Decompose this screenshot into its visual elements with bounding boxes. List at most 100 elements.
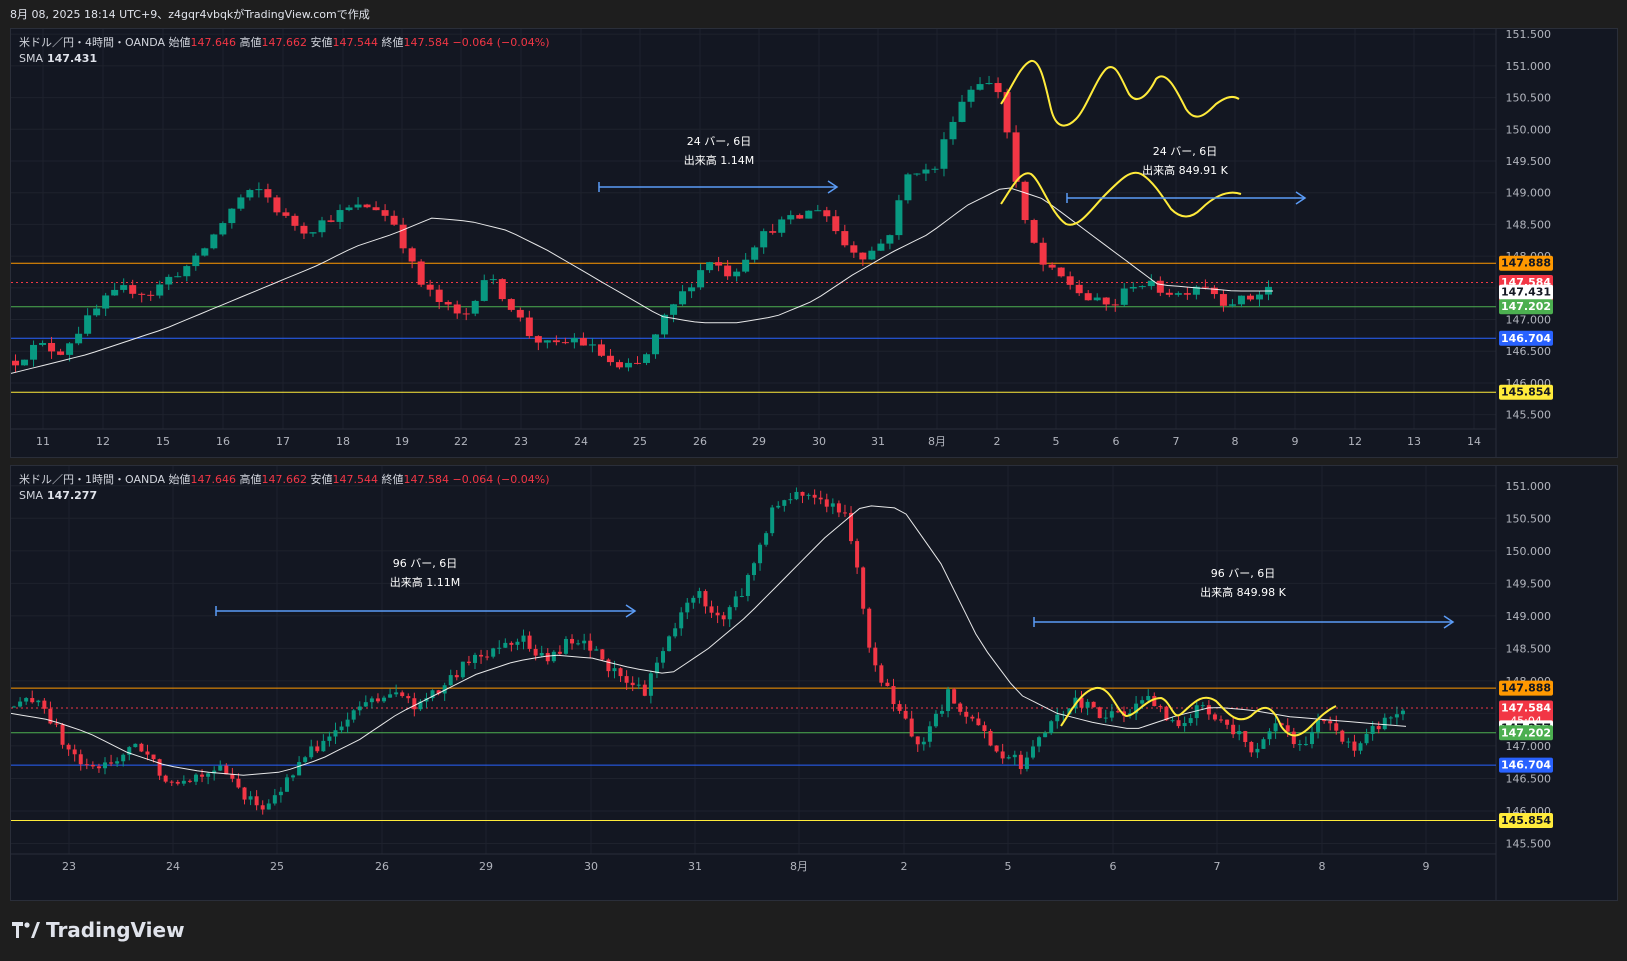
candle-body xyxy=(36,700,41,703)
candle-body xyxy=(1140,700,1145,704)
tradingview-logo-icon xyxy=(12,922,40,938)
candle-body xyxy=(1055,714,1060,722)
candle-body xyxy=(309,746,314,758)
y-axis-tick-label: 150.000 xyxy=(1506,545,1552,558)
price-chart-1h[interactable]: 145.500146.000146.500147.000147.500148.0… xyxy=(11,466,1617,900)
candle-body xyxy=(867,608,872,648)
candle-body xyxy=(491,648,496,657)
candle-body xyxy=(503,642,508,648)
candle-body xyxy=(1176,720,1181,727)
freehand-drawing xyxy=(1000,171,1242,226)
candle-body xyxy=(952,689,957,704)
candle-body xyxy=(534,336,542,343)
candle-body xyxy=(84,764,89,766)
candle-body xyxy=(278,791,283,796)
price-tag-label: 147.888 xyxy=(1501,682,1551,695)
candle-body xyxy=(193,774,198,782)
open-label: 始値 xyxy=(168,36,191,49)
candle-body xyxy=(57,351,65,355)
candle-body xyxy=(1316,719,1321,732)
price-tag xyxy=(1499,757,1553,773)
x-axis-tick-label: 8 xyxy=(1319,860,1326,873)
x-axis-tick-label: 17 xyxy=(276,435,290,448)
candle-body xyxy=(1382,717,1387,730)
candle-body xyxy=(139,743,144,752)
candle-body xyxy=(430,690,435,699)
candle-body xyxy=(1194,705,1199,719)
x-axis-tick-label: 12 xyxy=(1348,435,1362,448)
candle-body xyxy=(426,284,434,290)
y-axis-tick-label: 145.500 xyxy=(1506,837,1552,850)
sma-label: SMA xyxy=(19,52,43,65)
series-legend: 米ドル／円・1時間・OANDA 始値147.646 高値147.662 安値14… xyxy=(19,472,549,504)
candle-body xyxy=(985,83,993,85)
candle-body xyxy=(1018,754,1023,769)
chart-pane-1h[interactable]: 米ドル／円・1時間・OANDA 始値147.646 高値147.662 安値14… xyxy=(10,465,1618,901)
candle-body xyxy=(824,499,829,507)
candle-body xyxy=(1255,748,1260,753)
candle-body xyxy=(1165,292,1173,295)
candle-body xyxy=(282,212,290,216)
candle-body xyxy=(994,83,1002,93)
candle-body xyxy=(12,706,17,708)
candle-body xyxy=(400,692,405,697)
candle-body xyxy=(66,343,74,355)
candle-body xyxy=(612,668,617,672)
candle-body xyxy=(30,344,38,360)
candle-body xyxy=(381,210,389,216)
candle-body xyxy=(1156,280,1164,293)
sma-line xyxy=(11,187,1273,374)
chart-pane-4h[interactable]: 米ドル／円・4時間・OANDA 始値147.646 高値147.662 安値14… xyxy=(10,28,1618,458)
candle-body xyxy=(594,649,599,651)
candle-body xyxy=(836,503,841,513)
candle-body xyxy=(509,642,514,645)
candle-body xyxy=(1057,267,1065,277)
price-chart-4h[interactable]: 145.500146.000146.500147.000147.500148.0… xyxy=(11,29,1617,457)
candle-body xyxy=(163,775,168,782)
y-axis-tick-label: 150.000 xyxy=(1506,123,1552,136)
candle-body xyxy=(121,754,126,762)
candle-body xyxy=(751,247,759,260)
x-axis-tick-label: 16 xyxy=(216,435,230,448)
y-axis-tick-label: 151.000 xyxy=(1506,60,1552,73)
y-axis-tick-label: 146.500 xyxy=(1506,345,1552,358)
x-axis-tick-label: 8月 xyxy=(928,435,946,448)
candle-body xyxy=(733,596,738,608)
x-axis-tick-label: 23 xyxy=(62,860,76,873)
candle-body xyxy=(630,682,635,686)
candle-body xyxy=(129,285,137,294)
x-axis-tick-label: 25 xyxy=(270,860,284,873)
candle-body xyxy=(703,591,708,607)
candle-body xyxy=(1279,723,1284,726)
y-axis-tick-label: 150.500 xyxy=(1506,92,1552,105)
symbol-title: 米ドル／円・1時間・OANDA xyxy=(19,473,166,486)
candle-body xyxy=(769,231,777,233)
candle-body xyxy=(111,289,119,296)
candle-body xyxy=(806,494,811,496)
candle-body xyxy=(218,765,223,771)
candle-body xyxy=(1147,280,1155,287)
y-axis-tick-label: 149.000 xyxy=(1506,187,1552,200)
candle-body xyxy=(206,773,211,777)
freehand-drawing xyxy=(1000,60,1240,127)
candle-body xyxy=(466,661,471,663)
high-value: 147.662 xyxy=(261,36,308,49)
candle-body xyxy=(706,262,714,271)
date-range-arrowhead xyxy=(625,604,637,618)
candle-body xyxy=(624,676,629,683)
y-axis-tick-label: 147.000 xyxy=(1506,740,1552,753)
candle-body xyxy=(1212,714,1217,720)
y-axis-tick-label: 145.500 xyxy=(1506,409,1552,422)
candle-body xyxy=(633,362,641,364)
candle-body xyxy=(109,762,114,764)
candle-body xyxy=(390,215,398,225)
candle-body xyxy=(588,344,596,346)
candle-body xyxy=(1079,697,1084,708)
candle-body xyxy=(1102,297,1110,305)
candle-body xyxy=(721,615,726,620)
candle-body xyxy=(363,702,368,707)
y-axis-tick-label: 149.500 xyxy=(1506,577,1552,590)
candle-body xyxy=(1255,294,1263,300)
tradingview-logo[interactable]: TradingView xyxy=(12,918,185,942)
candle-body xyxy=(375,698,380,702)
